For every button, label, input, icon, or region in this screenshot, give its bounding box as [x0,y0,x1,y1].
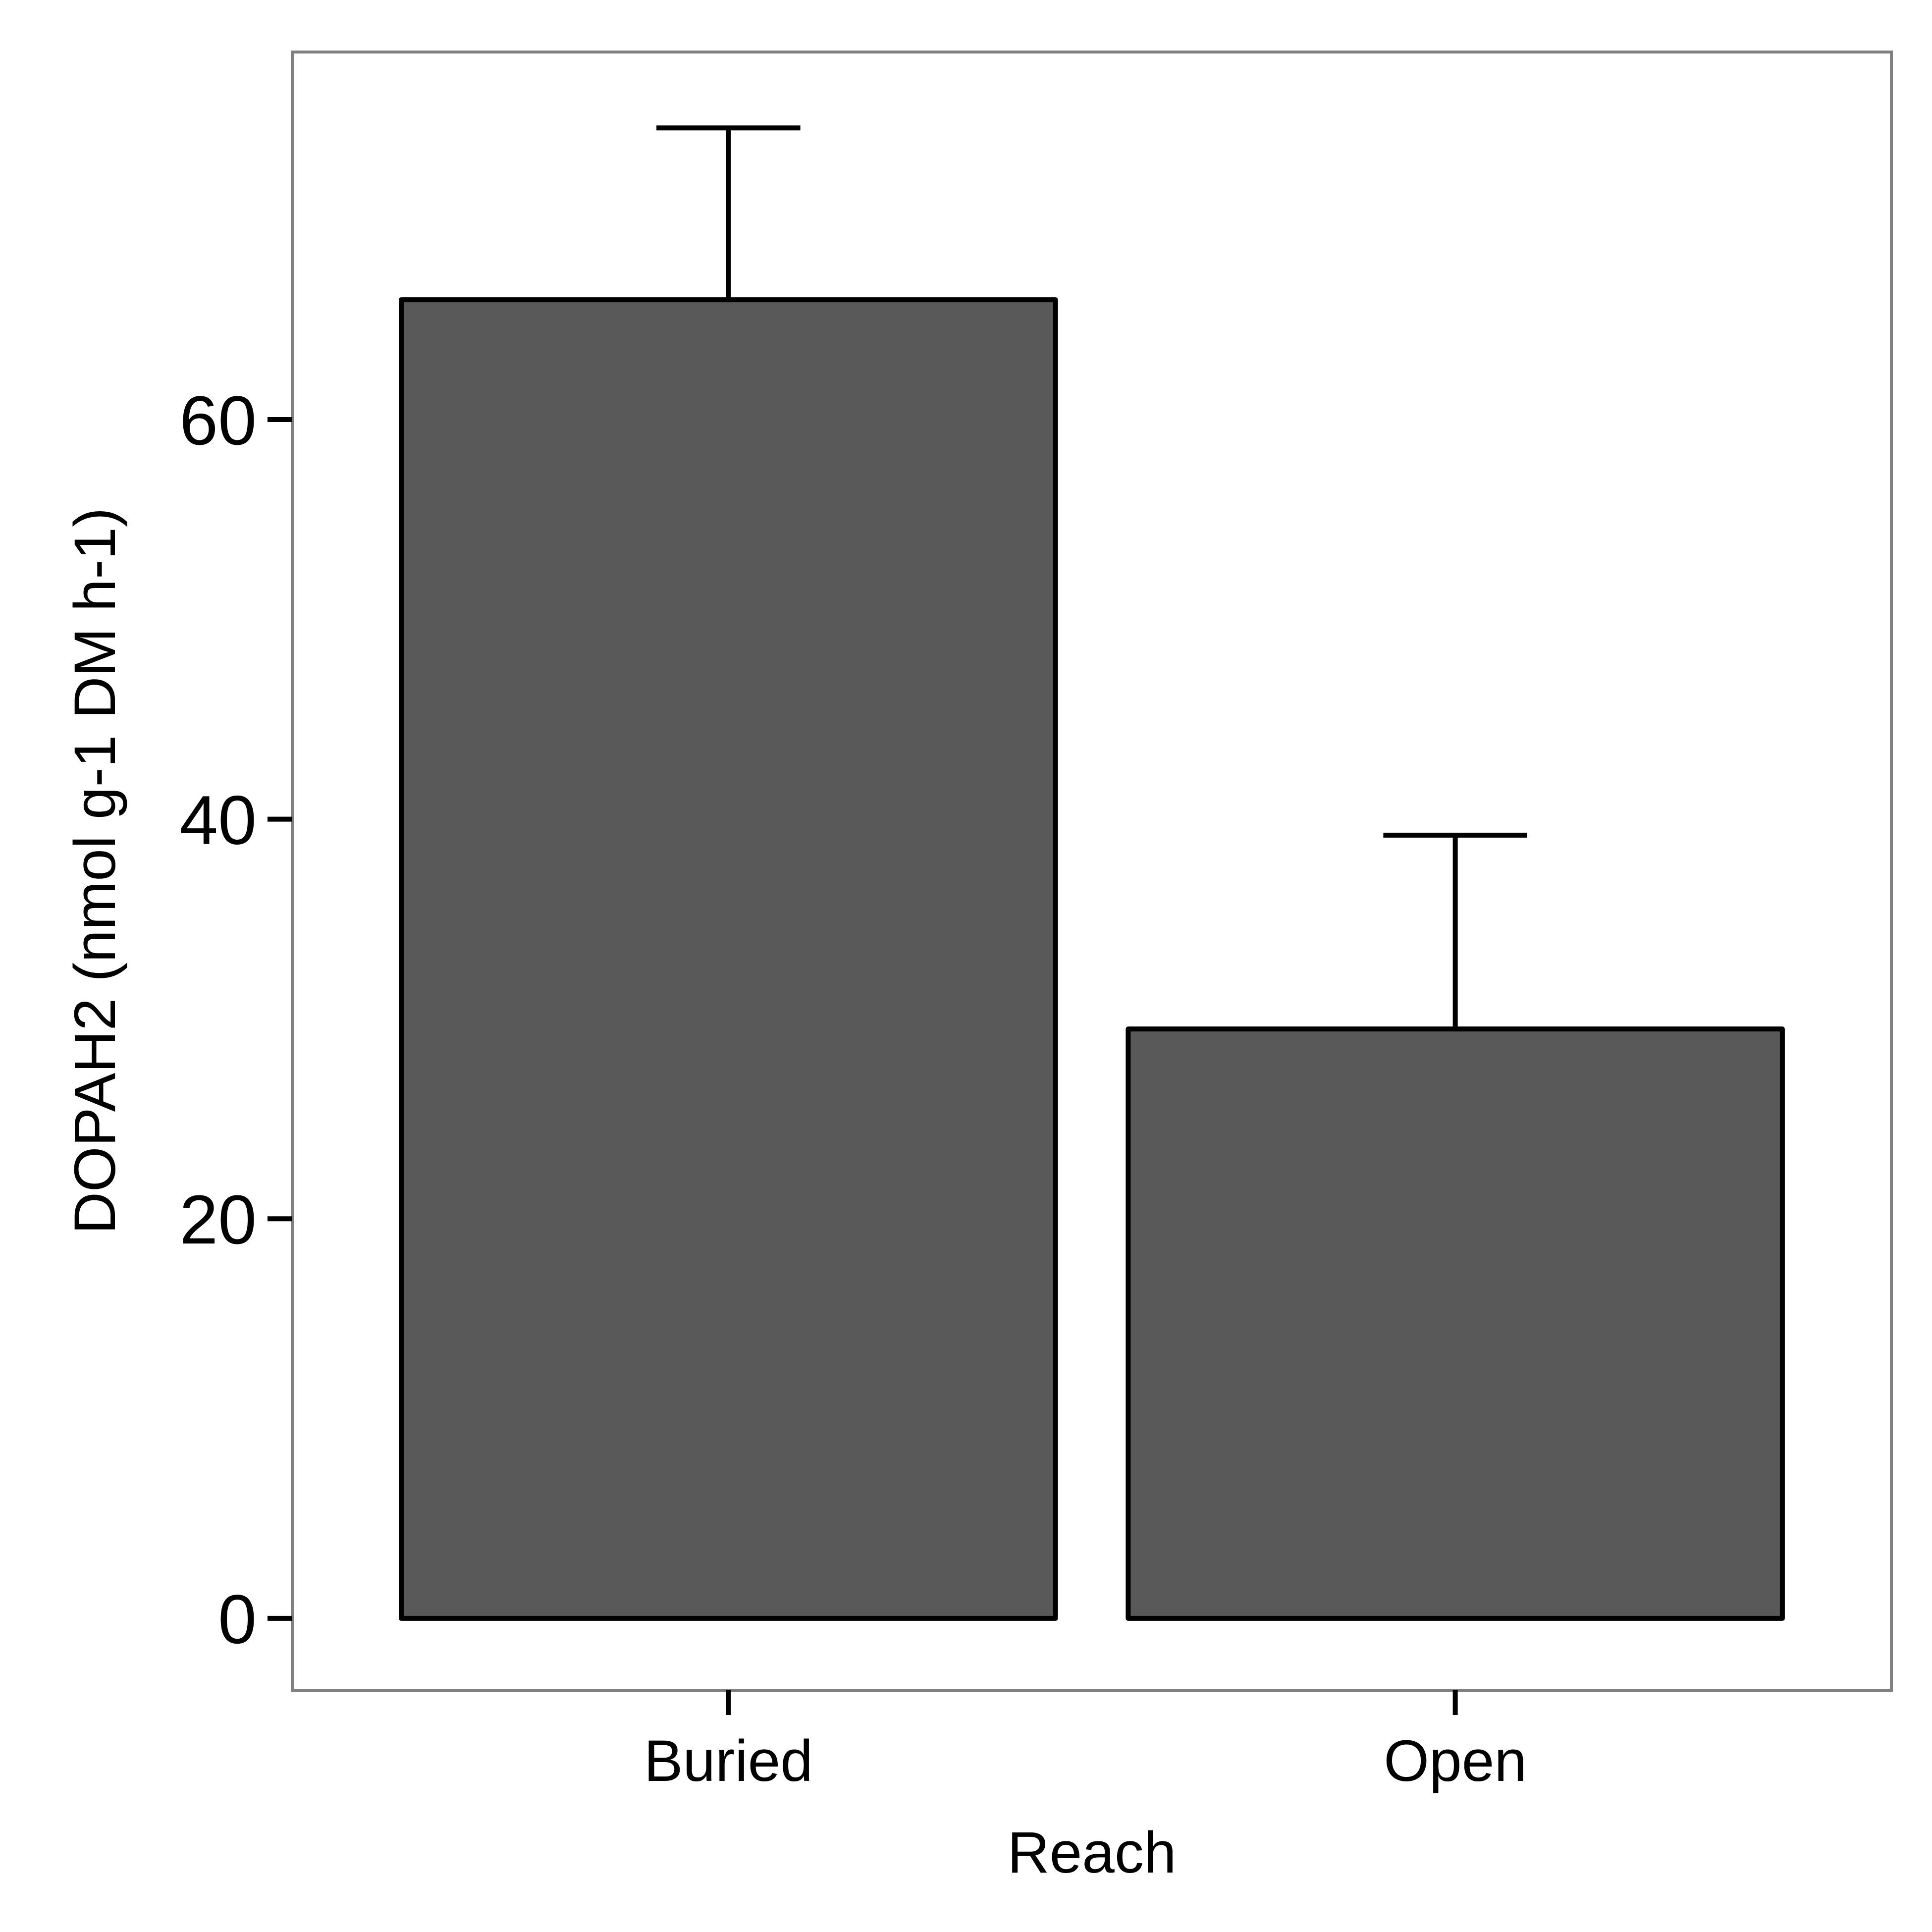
y-tick-label-20: 20 [179,1181,257,1258]
x-axis: Buried Open [644,1690,1527,1794]
y-tick-label-60: 60 [179,381,257,459]
y-tick-label-0: 0 [218,1580,257,1658]
y-tick-label-40: 40 [179,781,257,859]
bar-open [1126,1026,1785,1621]
error-bars-layer [656,125,1527,1029]
y-axis: 0 20 40 60 [179,381,292,1658]
bar-buried [399,297,1058,1621]
x-axis-title: Reach [1007,1820,1176,1885]
x-tick-label-buried: Buried [644,1728,813,1794]
x-tick-label-open: Open [1384,1728,1527,1794]
y-axis-title: DOPAH2 (nmol g-1 DM h-1) [62,508,128,1234]
